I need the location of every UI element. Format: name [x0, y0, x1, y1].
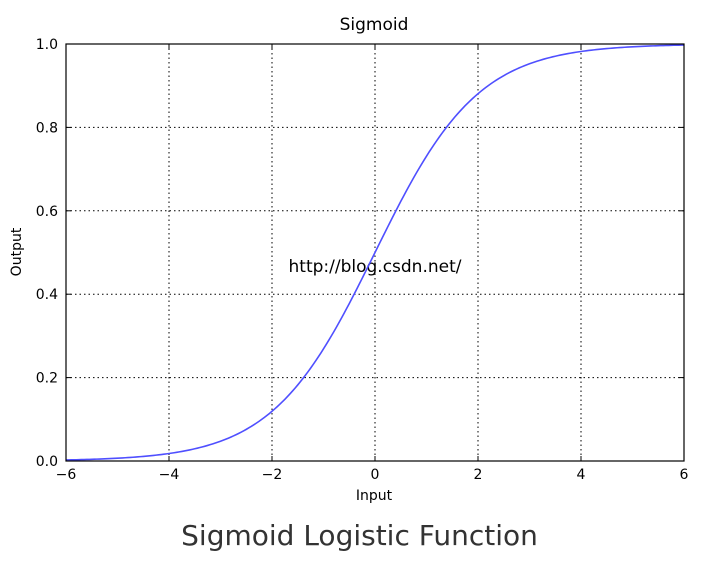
x-tick-label: 2 — [474, 467, 483, 483]
chart-title: Sigmoid — [340, 15, 409, 35]
tick-marks — [65, 43, 685, 462]
y-tick-label: 1.0 — [36, 37, 58, 53]
sigmoid-curve-line — [65, 44, 685, 461]
y-tick-label: 0.6 — [36, 204, 58, 220]
watermark-text: http://blog.csdn.net/ — [289, 257, 462, 277]
y-tick-labels: 0.0 0.2 0.4 0.6 0.8 1.0 — [36, 37, 58, 470]
x-tick-labels: −6 −4 −2 0 2 4 6 — [56, 467, 689, 483]
x-tick-label: 6 — [680, 467, 689, 483]
sigmoid-chart: Sigmoid http://blog.csdn.net/ −6 −4 −2 0 2 4 6… — [9, 15, 689, 504]
y-tick-label: 0.2 — [36, 371, 58, 387]
y-tick-label: 0.0 — [36, 454, 58, 470]
x-tick-label: 4 — [577, 467, 586, 483]
y-tick-label: 0.4 — [36, 287, 58, 303]
y-axis-label: Output — [9, 227, 25, 276]
figure-caption: Sigmoid Logistic Function — [181, 519, 538, 552]
x-tick-label: −4 — [159, 467, 180, 483]
x-axis-label: Input — [356, 488, 393, 504]
curve-layer — [65, 44, 685, 461]
x-tick-label: −6 — [56, 467, 77, 483]
x-tick-label: −2 — [262, 467, 283, 483]
x-tick-label: 0 — [371, 467, 380, 483]
y-tick-label: 0.8 — [36, 120, 58, 136]
